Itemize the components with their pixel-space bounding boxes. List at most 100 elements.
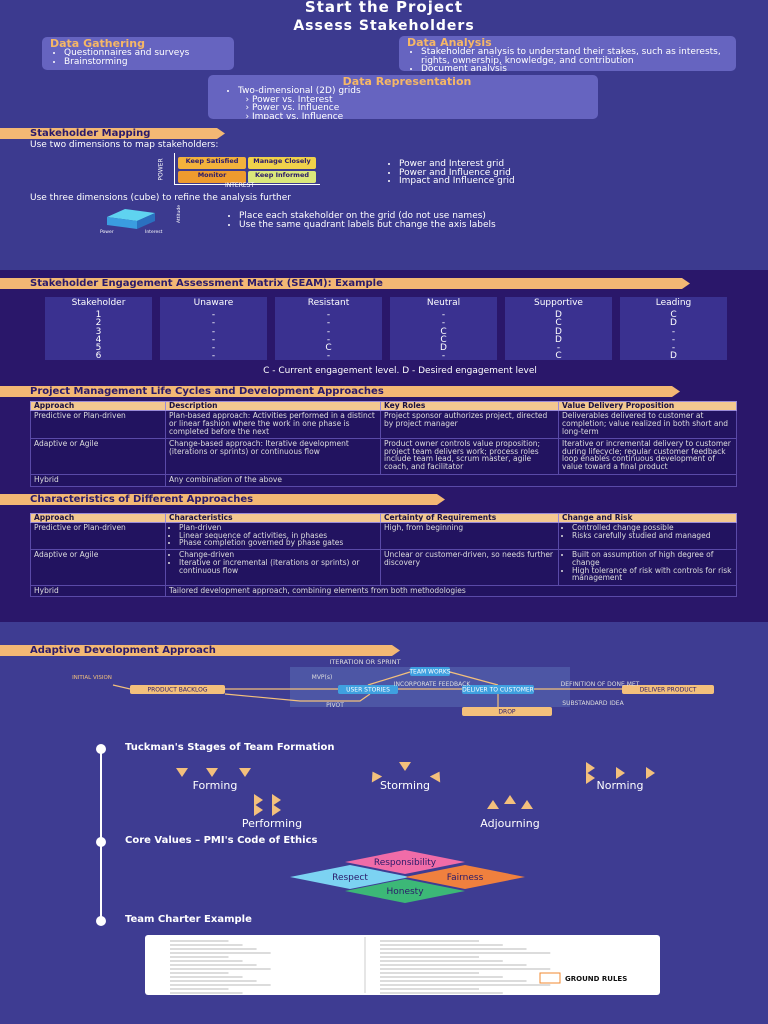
callout-mark: [539, 972, 561, 984]
diagram-node: [462, 707, 552, 716]
table-row: Hybrid Tailored development approach, com…: [30, 584, 737, 598]
seam-column: Unaware - - - - - -: [160, 297, 267, 362]
bullet-item: Impact and Influence grid: [399, 177, 515, 186]
column-header: Stakeholder: [71, 298, 126, 308]
header-cell: Description: [165, 400, 381, 412]
seam-cell: D: [670, 351, 677, 362]
legend-text: C - Current engagement level. D - Desire…: [263, 366, 537, 376]
bullet-item: Power and Interest grid: [399, 160, 515, 169]
table-cell: Deliverables delivered to customer at co…: [558, 410, 737, 440]
value-label: Honesty: [386, 887, 424, 897]
value-shape: [345, 850, 465, 874]
bullet-item: Linear sequence of activities, in phases: [179, 532, 377, 540]
bullet-list: Controlled change possibleRisks carefull…: [562, 524, 733, 539]
section-title: Core Values – PMI's Code of Ethics: [125, 835, 318, 846]
data-table: Approach Characteristics Certainty of Requ…: [30, 512, 737, 598]
seam-cell: -: [211, 334, 216, 345]
column-header: Neutral: [426, 298, 461, 308]
page-subtitle: Assess Stakeholders: [293, 18, 475, 34]
column-header: Supportive: [534, 298, 583, 308]
box-title: Data Gathering: [50, 37, 145, 50]
seam-cell: D: [555, 310, 562, 320]
column-header: Leading: [655, 298, 692, 308]
seam-column: Leading C D - - - D: [620, 297, 727, 362]
seam-cell: D: [670, 318, 677, 329]
x-axis-label: INTEREST: [225, 182, 255, 189]
table-row: Adaptive or Agile Change-based approach: …: [30, 438, 737, 476]
stage-icon: [254, 794, 263, 806]
table-cell: Product owner controls value proposition…: [380, 438, 559, 476]
stage-icon: [646, 767, 655, 779]
seam-cell: 4: [95, 334, 102, 345]
table-cell: Predictive or Plan-driven: [30, 522, 166, 551]
quadrant: Keep Informed: [248, 171, 316, 183]
node-label: TEAM WORKS: [408, 669, 450, 676]
section-title: Tuckman's Stages of Team Formation: [125, 742, 335, 753]
value-shape: [345, 879, 465, 903]
bullet-item: Questionnaires and surveys: [64, 49, 226, 58]
timeline-dot: [96, 837, 106, 847]
diagram-node: [410, 667, 450, 676]
table-cell: Project sponsor authorizes project, dire…: [380, 410, 559, 440]
section-title: Team Charter Example: [125, 914, 252, 925]
stage-icon: [616, 767, 625, 779]
diagram-label: ITERATION OR SPRINT: [329, 658, 400, 666]
connector: [367, 671, 411, 686]
diagram: [176, 762, 655, 816]
bullet-item: Brainstorming: [64, 57, 226, 67]
seam-cell: -: [326, 318, 331, 329]
data-analysis-box: Data AnalysisStakeholder analysis to und…: [399, 36, 736, 71]
table-cell: Unclear or customer-driven, so needs fur…: [380, 549, 559, 586]
header-cell: Key Roles: [380, 400, 559, 412]
table-cell: Controlled change possibleRisks carefull…: [558, 522, 737, 551]
axis-line: [174, 153, 175, 184]
diagram: Responsibility Respect Fairness Honesty: [290, 850, 525, 903]
stage-icon: [239, 768, 251, 777]
y-axis-label: POWER: [157, 158, 165, 181]
value-shape: [405, 865, 525, 889]
data-representation-box: Data RepresentationTwo-dimensional (2D) …: [208, 75, 598, 119]
box-title: Data Analysis: [407, 36, 492, 49]
bullet-item: Two-dimensional (2D) grids: [238, 87, 590, 96]
table-cell: Adaptive or Agile: [30, 438, 166, 476]
stage-icon: [504, 795, 516, 804]
stage-icon: [206, 768, 218, 777]
connector: [112, 684, 131, 690]
bullet-item: High tolerance of risk with controls for…: [572, 566, 733, 582]
section-bar: Adaptive Development Approach: [0, 645, 400, 656]
node-label: PRODUCT BACKLOG: [147, 687, 207, 694]
value-label: Respect: [332, 873, 368, 883]
bullet-list: Place each stakeholder on the grid (do n…: [225, 212, 496, 229]
stage-icon: [176, 768, 188, 777]
table-cell: Hybrid: [30, 584, 166, 598]
table-cell: Adaptive or Agile: [30, 549, 166, 586]
seam-column: Supportive D C D D - C: [505, 297, 612, 361]
diagram-node: [622, 685, 714, 694]
table-cell: Predictive or Plan-driven: [30, 410, 166, 440]
seam-cell: -: [211, 310, 216, 320]
diagram-node: [130, 685, 225, 694]
section-bar: Characteristics of Different Approaches: [0, 494, 445, 505]
diagram: Power Interest Attitude: [100, 205, 182, 235]
seam-cell: D: [555, 326, 562, 337]
diagram-label: INCORPORATE FEEDBACK: [394, 681, 472, 688]
seam-cell: -: [211, 351, 216, 362]
cube-front: [107, 217, 137, 229]
connector: [224, 693, 371, 702]
table-cell: Tailored development approach, combining…: [165, 584, 737, 598]
header-cell: Approach: [30, 512, 166, 524]
value-shape: [290, 865, 410, 889]
seam-cell: C: [440, 326, 447, 337]
bullet-item: Document analysis: [421, 65, 728, 71]
seam-cell: -: [326, 351, 331, 362]
stage-label: Norming: [596, 779, 644, 792]
bullet-list: Questionnaires and surveysBrainstorming: [50, 49, 226, 66]
stage-icon: [429, 771, 441, 783]
header-cell: Approach: [30, 400, 166, 412]
timeline-dot: [96, 916, 106, 926]
bullet-list: Plan-drivenLinear sequence of activities…: [169, 524, 377, 547]
stage-label: Adjourning: [480, 817, 540, 830]
timeline-line: [100, 748, 102, 920]
table-row: Predictive or Plan-driven Plan-based appr…: [30, 410, 737, 440]
table-cell: Plan-drivenLinear sequence of activities…: [165, 522, 381, 551]
